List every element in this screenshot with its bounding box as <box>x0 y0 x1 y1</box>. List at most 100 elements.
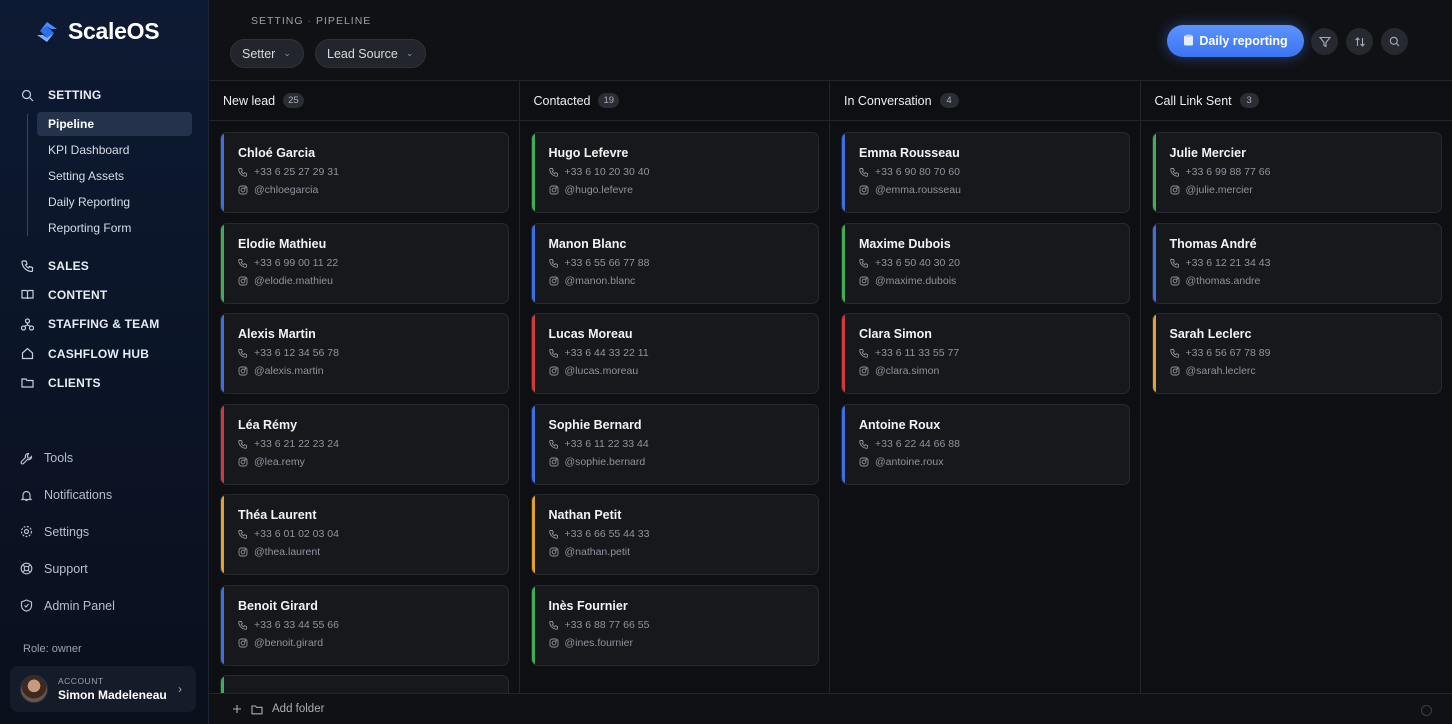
search-button[interactable] <box>1381 28 1408 55</box>
lead-phone-row: +33 6 11 22 33 44 <box>548 438 819 450</box>
lead-card[interactable]: Thomas André +33 6 12 21 34 43 @thomas.and… <box>1151 222 1442 304</box>
nav-staffing-team[interactable]: STAFFING & TEAM <box>0 310 209 339</box>
setting-section: SETTING Pipeline KPI Dashboard Setting A… <box>0 84 209 242</box>
phone-icon <box>859 167 869 177</box>
lead-card[interactable]: Sophie Bernard +33 6 11 22 33 44 @sophie.b… <box>530 403 819 485</box>
add-folder-button[interactable]: Add folder <box>272 703 325 715</box>
app-logo[interactable]: ScaleOS <box>34 18 160 45</box>
lead-phone-row: +33 6 10 20 30 40 <box>548 166 819 178</box>
lead-card[interactable]: Nathan Petit +33 6 66 55 44 33 @nathan.pet… <box>530 494 819 575</box>
lead-card[interactable]: Antoine Roux +33 6 22 44 66 88 @antoine.ro… <box>841 403 1130 485</box>
lead-card[interactable]: Alexis Martin +33 6 12 34 56 78 @alexis.ma… <box>220 313 509 394</box>
filter-button[interactable] <box>1311 28 1338 55</box>
lead-card[interactable]: Hugo Lefevre +33 6 10 20 30 40 @hugo.lefev… <box>530 132 819 213</box>
lead-name: Sarah Leclerc <box>1169 327 1252 341</box>
breadcrumb-setting[interactable]: SETTING <box>251 15 304 27</box>
nav-settings[interactable]: Settings <box>0 514 209 551</box>
lead-phone: +33 6 33 44 55 66 <box>254 618 339 631</box>
status-color-bar <box>221 223 224 303</box>
nav-content[interactable]: CONTENT <box>0 280 209 309</box>
lead-card[interactable]: Julie Mercier +33 6 99 88 77 66 @julie.mer… <box>1151 132 1442 213</box>
column-title: In Conversation <box>844 93 932 108</box>
sidebar-item-setting-assets[interactable]: Setting Assets <box>48 169 125 183</box>
daily-reporting-button[interactable]: Daily reporting <box>1167 25 1304 57</box>
instagram-icon <box>549 185 559 195</box>
nav-admin-panel[interactable]: Admin Panel <box>0 587 209 624</box>
nav-tools[interactable]: Tools <box>0 440 209 477</box>
lead-name: Benoit Girard <box>238 598 318 613</box>
lead-card[interactable]: Lucas Moreau +33 6 44 33 22 11 @lucas.more… <box>530 313 819 394</box>
lead-phone-row: +33 6 22 44 66 88 <box>859 438 1129 450</box>
phone-icon <box>238 258 248 268</box>
lead-phone: +33 6 01 02 03 04 <box>254 528 339 540</box>
column-count-badge: 4 <box>939 93 959 108</box>
lead-card[interactable]: Benoit Girard +33 6 33 44 55 66 @benoit.gi… <box>220 584 509 666</box>
lead-card[interactable]: Maxime Dubois +33 6 50 40 30 20 @maxime.du… <box>841 222 1130 304</box>
lead-name: Théa Laurent <box>238 508 317 522</box>
phone-icon <box>20 259 34 273</box>
instagram-icon <box>859 185 869 195</box>
setting-submenu: Pipeline KPI Dashboard Setting Assets Da… <box>27 112 209 240</box>
sort-button[interactable] <box>1346 28 1373 55</box>
account-switcher[interactable]: ACCOUNT Simon Madeleneau › <box>10 666 196 712</box>
lead-card[interactable]: Chloé Garcia +33 6 25 27 29 31 @chloegarci… <box>220 132 509 213</box>
sidebar-item-daily-reporting[interactable]: Daily Reporting <box>48 195 131 209</box>
phone-icon <box>1169 258 1180 268</box>
lead-phone-row: +33 6 56 67 78 89 <box>1169 347 1442 359</box>
lead-handle-row: @julie.mercier <box>1170 184 1442 196</box>
status-color-bar <box>531 495 535 574</box>
nav-content-label: CONTENT <box>48 287 108 302</box>
main-nav: SALES CONTENT STAFFING & TEAM CASHFLOW H… <box>0 251 209 397</box>
lead-card[interactable]: Léa Rémy +33 6 21 22 23 24 @lea.remy <box>220 403 509 485</box>
instagram-icon <box>549 276 559 286</box>
sidebar-item-pipeline[interactable]: Pipeline <box>37 112 192 136</box>
instagram-icon <box>238 638 248 648</box>
status-color-bar <box>221 495 224 574</box>
lead-name: Antoine Roux <box>859 417 941 432</box>
nav-staffing-label: STAFFING & TEAM <box>48 317 160 332</box>
lead-handle-row: @sarah.leclerc <box>1170 365 1442 377</box>
lead-card[interactable]: Inès Fournier +33 6 88 77 66 55 @ines.four… <box>530 584 819 666</box>
nav-notifications[interactable]: Notifications <box>0 477 209 514</box>
card-list: Chloé Garcia +33 6 25 27 29 31 @chloegarci… <box>209 121 519 693</box>
sidebar-item-reporting-form[interactable]: Reporting Form <box>48 221 132 235</box>
nav-sales[interactable]: SALES <box>0 251 209 280</box>
lead-handle: @antoine.roux <box>875 455 944 468</box>
breadcrumb-pipeline: PIPELINE <box>316 15 372 27</box>
nav-setting[interactable]: SETTING <box>0 84 209 106</box>
sidebar: ScaleOS SETTING Pipeline KPI Dashboard S… <box>0 0 209 724</box>
card-list: Julie Mercier +33 6 99 88 77 66 @julie.mer… <box>1141 121 1452 394</box>
nav-sales-label: SALES <box>48 258 90 273</box>
lead-card[interactable]: Clara Simon +33 6 11 33 55 77 @clara.simon <box>841 313 1130 394</box>
lead-card[interactable]: Emma Rousseau +33 6 90 80 70 60 @emma.rous… <box>841 132 1130 213</box>
nav-clients[interactable]: CLIENTS <box>0 368 209 397</box>
account-label: ACCOUNT <box>58 676 104 686</box>
logo-mark-icon <box>37 21 57 42</box>
lead-name: Emma Rousseau <box>859 146 960 160</box>
lead-handle: @alexis.martin <box>254 365 324 377</box>
lead-card-partial[interactable] <box>220 675 509 693</box>
instagram-icon <box>238 547 248 557</box>
lead-handle-row: @elodie.mathieu <box>238 275 508 287</box>
lead-phone-row: +33 6 88 77 66 55 <box>548 619 819 631</box>
instagram-icon <box>859 366 869 376</box>
sidebar-item-kpi-dashboard[interactable]: KPI Dashboard <box>48 143 130 157</box>
lead-card[interactable]: Théa Laurent +33 6 01 02 03 04 @thea.laure… <box>220 494 509 575</box>
clipboard-icon <box>1183 34 1194 49</box>
nav-support[interactable]: Support <box>0 550 209 587</box>
lead-card[interactable]: Manon Blanc +33 6 55 66 77 88 @manon.blanc <box>530 222 819 304</box>
shield-icon <box>20 599 33 612</box>
lead-card[interactable]: Elodie Mathieu +33 6 99 00 11 22 @elodie.m… <box>220 222 509 304</box>
lead-source-filter-dropdown[interactable]: Lead Source ⌄ <box>315 39 427 68</box>
lead-handle-row: @sophie.bernard <box>549 456 819 468</box>
lead-card[interactable]: Sarah Leclerc +33 6 56 67 78 89 @sarah.lec… <box>1151 313 1442 394</box>
instagram-icon <box>238 185 248 195</box>
bell-icon <box>20 489 33 502</box>
nav-cashflow-hub[interactable]: CASHFLOW HUB <box>0 339 209 368</box>
lead-name: Julie Mercier <box>1169 146 1246 160</box>
plus-icon[interactable] <box>232 704 242 714</box>
setter-filter-dropdown[interactable]: Setter ⌄ <box>230 39 304 68</box>
column-count-badge: 19 <box>598 93 620 108</box>
filter-icon <box>1318 36 1331 47</box>
pipeline-column: In Conversation 4 Emma Rousseau +33 6 90 80… <box>830 81 1141 693</box>
